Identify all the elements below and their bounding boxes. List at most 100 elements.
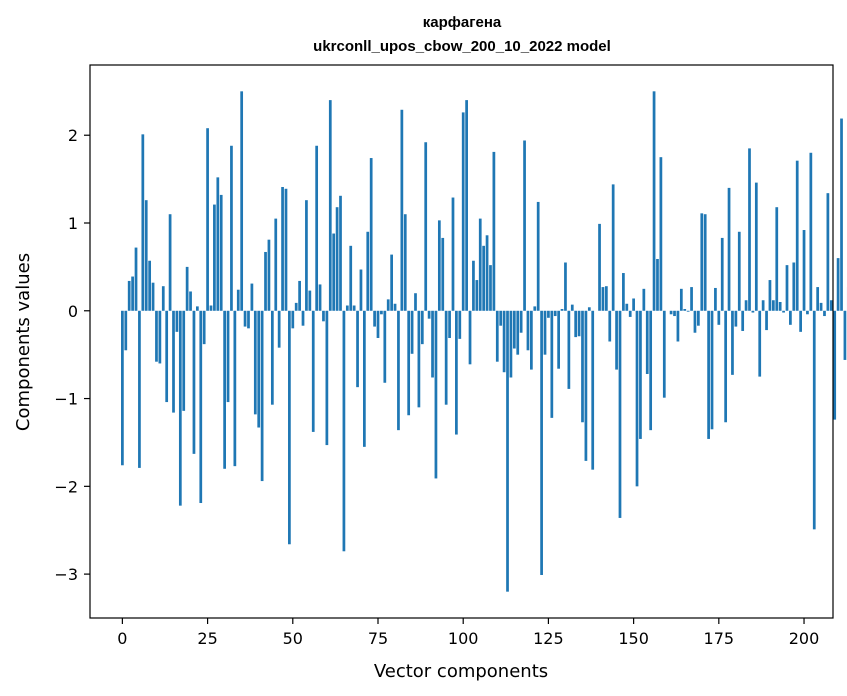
bar-203: [812, 310, 816, 530]
bar-167: [690, 287, 693, 311]
bar-49: [288, 310, 291, 545]
chart-title-line-1: карфагена: [423, 14, 502, 31]
bar-116: [516, 310, 520, 355]
bar-132: [570, 304, 574, 311]
x-axis-ticks: 0 25 50 75 100 125 150 175 200: [117, 618, 819, 648]
bar-90: [427, 310, 431, 319]
bar-137: [587, 307, 591, 311]
chart-title-line-2: ukrconll_upos_cbow_200_10_2022 model: [313, 38, 611, 55]
bar-97: [451, 197, 455, 311]
bar-32: [230, 145, 233, 311]
bar-115: [512, 310, 516, 349]
bar-162: [673, 310, 676, 317]
bar-201: [806, 310, 809, 315]
bar-72: [366, 231, 370, 311]
bar-55: [308, 290, 312, 311]
bar-8: [148, 260, 152, 311]
bar-83: [403, 214, 407, 311]
y-axis-label: Components values: [13, 253, 34, 431]
bar-187: [758, 310, 762, 377]
bar-14: [168, 214, 172, 311]
bar-30: [223, 310, 226, 469]
bar-33: [233, 310, 237, 467]
x-tick-label-200: 200: [789, 629, 820, 648]
bar-142: [604, 286, 608, 311]
bar-195: [785, 265, 789, 311]
bar-15: [172, 310, 175, 413]
bar-155: [649, 310, 653, 431]
bar-123: [540, 310, 543, 575]
bar-198: [795, 160, 799, 311]
bar-16: [175, 310, 179, 332]
bar-89: [424, 142, 428, 311]
bar-120: [530, 310, 533, 370]
bar-136: [584, 310, 588, 461]
bar-41: [260, 310, 264, 482]
bar-88: [420, 310, 424, 345]
bar-101: [465, 100, 468, 311]
bar-47: [281, 187, 284, 311]
bar-107: [485, 235, 489, 311]
bar-109: [492, 151, 496, 311]
bar-168: [693, 310, 697, 333]
bar-122: [536, 201, 540, 311]
bar-176: [720, 237, 724, 311]
bar-128: [557, 310, 560, 369]
bar-3: [131, 276, 134, 311]
bar-135: [581, 310, 584, 423]
bar-173: [710, 310, 714, 430]
bar-25: [206, 128, 209, 311]
bar-21: [192, 310, 196, 454]
bar-18: [182, 310, 186, 411]
bar-76: [380, 310, 383, 315]
bar-141: [601, 287, 605, 311]
bar-164: [679, 288, 683, 311]
bar-171: [703, 214, 707, 311]
bar-190: [768, 280, 772, 311]
bar-158: [659, 157, 663, 311]
bar-77: [383, 310, 387, 383]
bar-197: [792, 262, 796, 311]
y-tick-label-5: 2: [68, 126, 78, 145]
bar-181: [737, 231, 741, 311]
bar-29: [219, 194, 223, 311]
bar-188: [761, 300, 765, 311]
bar-96: [448, 310, 451, 338]
bar-186: [754, 182, 758, 311]
bar-26: [209, 305, 213, 311]
bar-105: [478, 218, 482, 311]
bar-184: [748, 148, 751, 311]
x-axis-label: Vector components: [374, 661, 548, 682]
bar-172: [707, 310, 710, 439]
x-tick-label-150: 150: [618, 629, 649, 648]
bar-169: [697, 310, 700, 326]
bar-108: [489, 265, 492, 311]
bar-68: [352, 305, 356, 311]
bar-44: [270, 310, 274, 405]
bar-179: [731, 310, 734, 375]
bar-166: [686, 310, 690, 312]
x-tick-label-50: 50: [283, 629, 303, 648]
bar-78: [386, 299, 390, 311]
bar-69: [356, 310, 359, 388]
bar-163: [676, 310, 680, 342]
bar-20: [189, 291, 192, 311]
bar-9: [151, 282, 155, 311]
bar-5: [138, 310, 141, 468]
bar-143: [608, 310, 612, 342]
bar-2: [127, 280, 131, 311]
bar-118: [523, 140, 526, 311]
bar-63: [335, 207, 339, 311]
bar-34: [236, 289, 240, 311]
bar-23: [199, 310, 203, 504]
bar-124: [543, 310, 547, 355]
bar-40: [257, 310, 261, 428]
bar-144: [611, 184, 615, 311]
bar-127: [553, 310, 557, 317]
bar-112: [502, 310, 506, 373]
bar-39: [253, 310, 257, 415]
bar-153: [642, 288, 646, 311]
bar-10: [155, 310, 158, 362]
